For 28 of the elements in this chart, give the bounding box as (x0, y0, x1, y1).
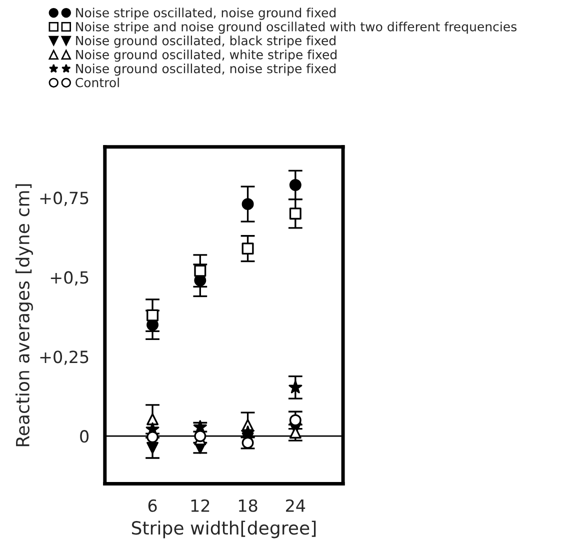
y-tick-label: +0,5 (50, 271, 88, 286)
point (194, 430, 206, 442)
point (146, 309, 159, 322)
x-tick-label: 24 (286, 499, 306, 512)
y-tick-label: +0,75 (40, 192, 88, 206)
point (146, 431, 159, 444)
legend-label: Noise ground oscillated, noise stripe fixed (76, 64, 336, 76)
point (242, 198, 254, 210)
legend-label: Noise ground oscillated, white stripe fixed (76, 50, 336, 62)
x-tick-label: 12 (191, 499, 210, 512)
y-tick-label: 0 (80, 430, 89, 443)
x-tick-label: 6 (148, 499, 157, 512)
x-axis-title: Stripe width[degree] (132, 520, 316, 538)
point (146, 442, 159, 454)
point (194, 264, 206, 277)
point (289, 179, 302, 191)
legend-label: Noise ground oscillated, black stripe fixed (76, 36, 336, 48)
y-tick-label: +0,25 (40, 350, 88, 365)
point (241, 426, 255, 438)
x-tick-label: 18 (239, 499, 258, 512)
legend-label: Control (76, 78, 119, 88)
y-axis-title: Reaction averages [dyne cm] (16, 184, 33, 446)
point (242, 242, 254, 255)
point (288, 380, 302, 394)
point (146, 413, 159, 426)
point (289, 208, 302, 220)
legend-label: Noise stripe and noise ground oscillated with two different frequencies (76, 22, 517, 34)
legend-label: Noise stripe oscillated, noise ground fixed (76, 8, 336, 20)
